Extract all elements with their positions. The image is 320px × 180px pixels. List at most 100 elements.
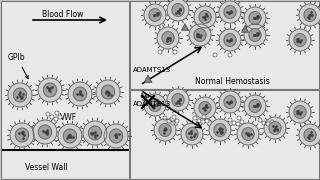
Circle shape	[201, 120, 205, 124]
Polygon shape	[44, 83, 57, 97]
Polygon shape	[189, 24, 211, 46]
Polygon shape	[294, 106, 306, 118]
Polygon shape	[157, 27, 179, 49]
Polygon shape	[38, 125, 52, 139]
Circle shape	[158, 50, 162, 54]
Polygon shape	[13, 88, 27, 102]
Polygon shape	[194, 6, 216, 28]
Polygon shape	[249, 100, 261, 112]
Polygon shape	[264, 117, 286, 139]
Polygon shape	[241, 26, 249, 32]
Circle shape	[237, 116, 241, 120]
Polygon shape	[109, 129, 123, 143]
Polygon shape	[244, 24, 266, 46]
Polygon shape	[224, 6, 236, 18]
Text: ADAMTS13: ADAMTS13	[133, 101, 171, 107]
Polygon shape	[181, 123, 203, 145]
Circle shape	[172, 115, 176, 119]
Polygon shape	[172, 4, 184, 16]
Circle shape	[228, 118, 232, 122]
Polygon shape	[10, 123, 34, 147]
Polygon shape	[224, 96, 236, 108]
Circle shape	[50, 115, 54, 119]
Polygon shape	[224, 34, 236, 46]
Polygon shape	[199, 102, 211, 114]
Polygon shape	[167, 0, 189, 21]
Circle shape	[167, 119, 171, 123]
Polygon shape	[162, 32, 174, 44]
Circle shape	[205, 119, 209, 123]
Circle shape	[55, 111, 59, 115]
Polygon shape	[144, 75, 152, 82]
Polygon shape	[304, 9, 316, 21]
Polygon shape	[244, 95, 266, 117]
Polygon shape	[83, 121, 107, 145]
Polygon shape	[149, 99, 161, 111]
Text: ADAMTS13: ADAMTS13	[133, 67, 171, 73]
Circle shape	[173, 50, 177, 54]
Polygon shape	[289, 29, 311, 51]
Polygon shape	[194, 29, 206, 41]
Circle shape	[232, 121, 236, 125]
Circle shape	[46, 112, 50, 116]
Bar	[130, 90, 319, 179]
Polygon shape	[219, 29, 241, 51]
Bar	[130, 1, 319, 89]
Polygon shape	[209, 119, 231, 141]
Polygon shape	[154, 119, 176, 141]
Polygon shape	[38, 78, 62, 102]
Polygon shape	[63, 129, 76, 143]
Circle shape	[270, 120, 274, 124]
Circle shape	[171, 121, 175, 125]
Polygon shape	[304, 129, 316, 141]
Polygon shape	[237, 123, 259, 145]
Polygon shape	[299, 4, 320, 26]
Polygon shape	[68, 82, 92, 106]
Polygon shape	[214, 124, 226, 136]
Polygon shape	[167, 89, 189, 111]
Text: VWF: VWF	[60, 113, 77, 122]
Polygon shape	[15, 128, 28, 142]
Text: Vessel Wall: Vessel Wall	[25, 163, 68, 172]
Text: GPIb: GPIb	[8, 53, 28, 79]
Circle shape	[197, 119, 201, 123]
Polygon shape	[172, 94, 184, 106]
Circle shape	[163, 116, 167, 120]
Polygon shape	[33, 120, 57, 144]
Circle shape	[240, 120, 244, 124]
Polygon shape	[186, 128, 198, 140]
Polygon shape	[219, 1, 241, 23]
Circle shape	[175, 119, 179, 123]
Polygon shape	[149, 9, 161, 21]
Text: Normal Hemostasis: Normal Hemostasis	[195, 77, 270, 86]
Polygon shape	[194, 97, 216, 119]
Polygon shape	[88, 126, 102, 140]
Polygon shape	[96, 80, 120, 104]
Circle shape	[213, 53, 217, 57]
Circle shape	[266, 122, 270, 126]
Circle shape	[202, 115, 206, 119]
Circle shape	[236, 122, 240, 126]
Polygon shape	[144, 4, 166, 26]
Polygon shape	[199, 11, 211, 23]
Polygon shape	[249, 29, 261, 41]
Polygon shape	[244, 7, 266, 29]
Circle shape	[54, 117, 58, 121]
Polygon shape	[104, 124, 128, 148]
Polygon shape	[73, 87, 87, 101]
Polygon shape	[181, 24, 188, 30]
Text: Blood Flow: Blood Flow	[42, 10, 84, 19]
Circle shape	[58, 115, 62, 119]
Polygon shape	[294, 34, 306, 46]
Polygon shape	[8, 83, 32, 107]
Polygon shape	[249, 12, 261, 24]
Circle shape	[228, 53, 232, 57]
Text: No: No	[140, 93, 149, 99]
Polygon shape	[219, 91, 241, 113]
Polygon shape	[289, 101, 311, 123]
Polygon shape	[101, 85, 115, 99]
Circle shape	[262, 121, 266, 125]
Circle shape	[258, 118, 262, 122]
Polygon shape	[144, 94, 166, 116]
Polygon shape	[299, 124, 320, 146]
